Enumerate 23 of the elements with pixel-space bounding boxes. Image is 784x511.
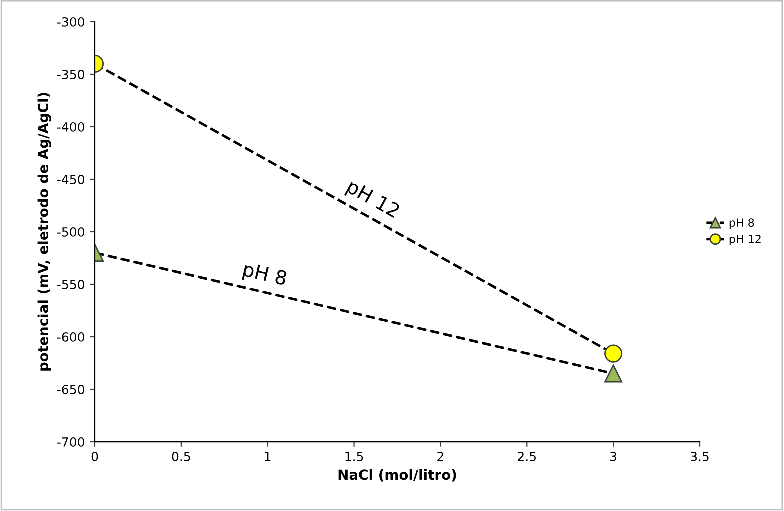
x-tick-label: 1.5 [346,452,364,462]
x-axis-title: NaCl (mol/litro) [338,469,456,482]
y-tick-label: -550 [58,280,84,290]
x-tick-label: 0.5 [172,452,190,462]
x-tick-label: 0 [92,452,98,462]
x-tick-label: 3 [610,452,617,462]
text: pH 12 [344,182,401,218]
x-tick-label: 3.5 [691,452,709,462]
text: pH 8 [242,264,288,286]
x-tick-label: 2 [438,452,444,462]
y-tick-label: -350 [58,70,84,80]
y-tick-label: -700 [58,437,84,447]
x-tick-label: 1 [265,452,271,462]
y-tick-label: -500 [58,227,84,237]
y-axis-title: potencial (mV, eletrodo de Ag/AgCl) [38,93,52,371]
legend-label: pH 8 [730,218,754,230]
y-tick-label: -450 [58,174,84,184]
y-tick-label: -600 [58,332,84,342]
y-tick-label: -300 [58,17,84,27]
y-tick-label: -400 [58,122,84,132]
x-tick-label: 2.5 [518,452,536,462]
y-tick-label: -650 [58,384,84,394]
legend-label: pH 12 [730,234,761,246]
